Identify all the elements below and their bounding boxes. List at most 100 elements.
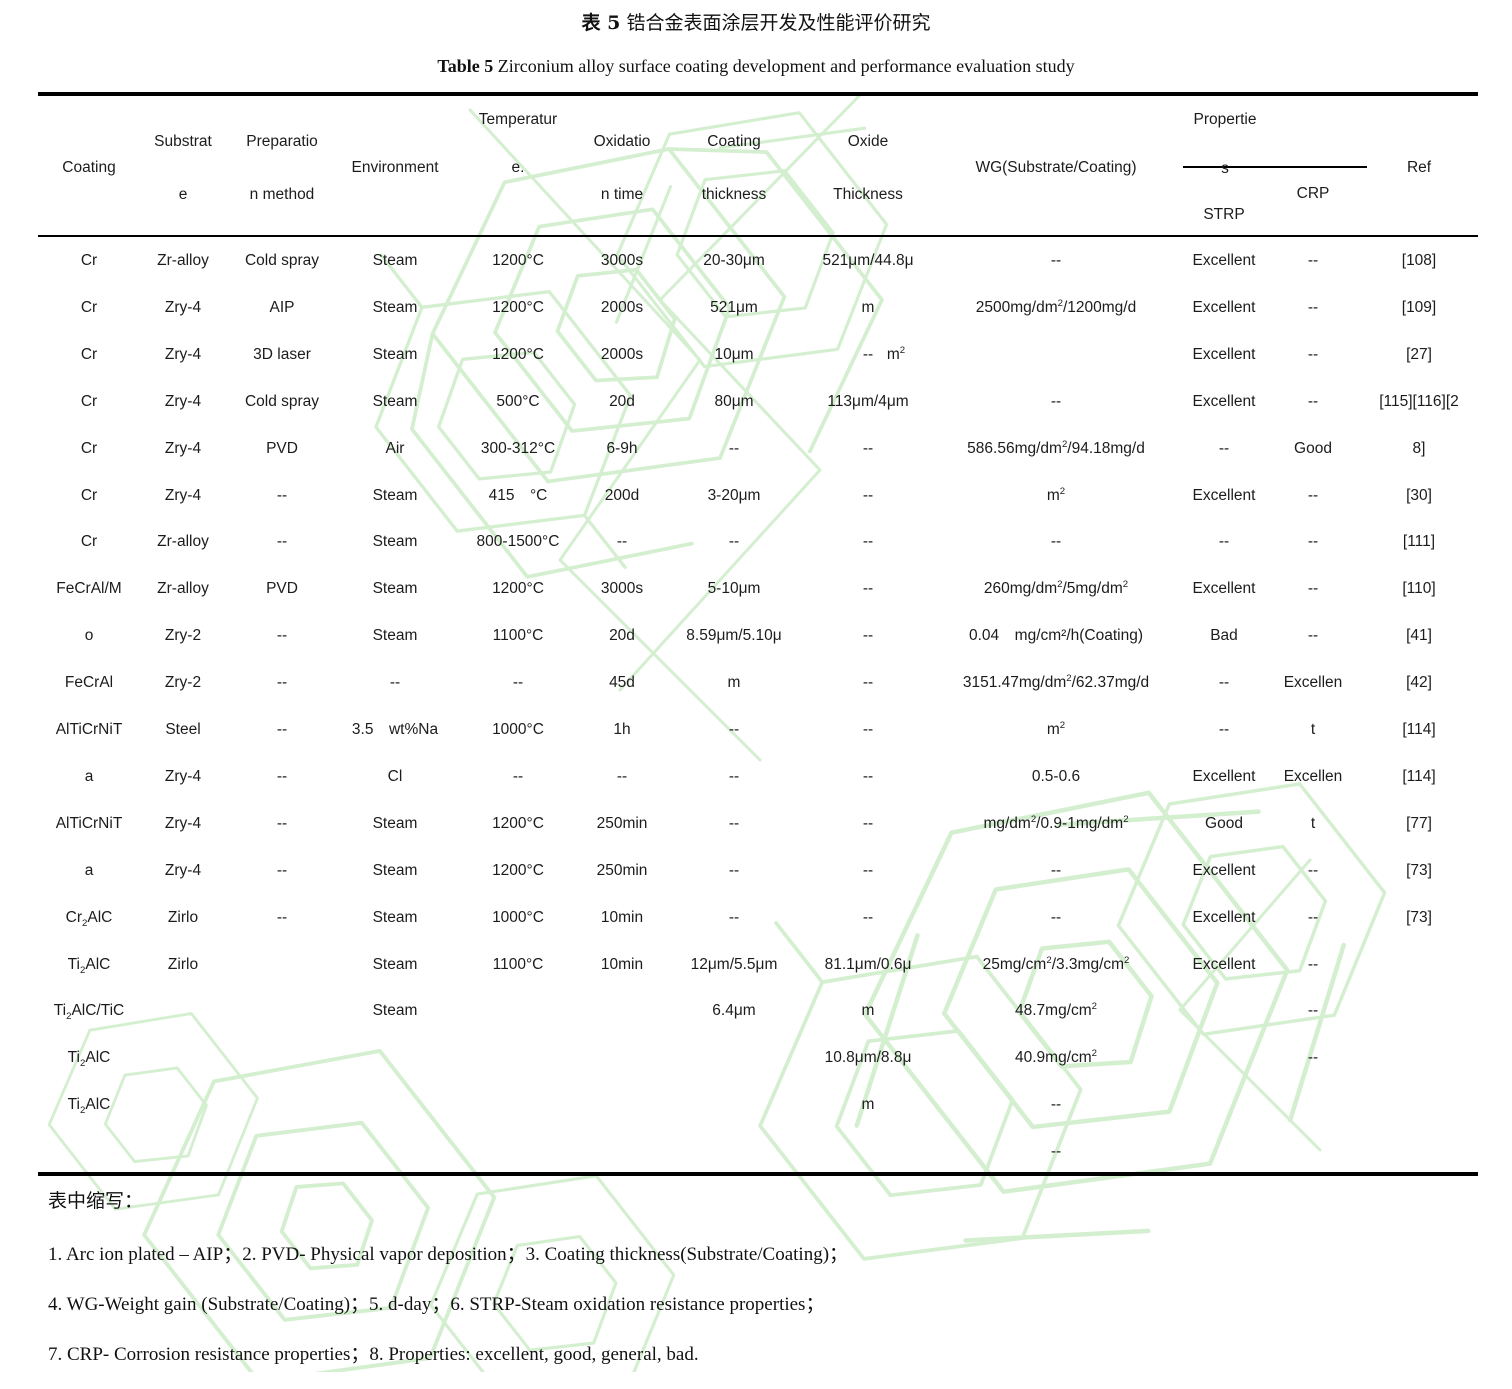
- column-header-oxidation-time-cont: n time: [600, 186, 644, 203]
- cell-oxidation-time: 10min: [600, 956, 644, 973]
- cell-strp: Excellent: [1192, 393, 1256, 410]
- cell-strp: --: [1218, 721, 1230, 738]
- cell-strp: Excellent: [1192, 487, 1256, 504]
- cell-weight-gain: --: [1050, 533, 1062, 550]
- cell-weight-gain: --: [1050, 909, 1062, 926]
- cell-coating: a: [84, 768, 94, 785]
- cell-oxide-thickness: --: [862, 346, 874, 363]
- cell-strp: --: [1218, 674, 1230, 691]
- cell-strp: Excellent: [1192, 252, 1256, 269]
- column-header-coating-thickness: Coating: [707, 133, 761, 150]
- cell-coating-thickness: --: [728, 909, 740, 926]
- cell-strp: Excellent: [1192, 299, 1256, 316]
- cell-coating: Cr: [80, 487, 98, 504]
- cell-oxide-thickness: --: [862, 533, 874, 550]
- column-header-oxidation-time: Oxidatio: [593, 133, 651, 150]
- cell-temperature: 1000°C: [492, 909, 544, 926]
- cell-weight-gain: --: [1050, 862, 1062, 879]
- cell-crp: t: [1310, 815, 1316, 832]
- cell-oxidation-time: 200d: [604, 487, 640, 504]
- cell-strp: Excellent: [1192, 862, 1256, 879]
- cell-weight-gain: --: [1050, 1143, 1062, 1160]
- column-header-oxide-thickness: Oxide: [847, 133, 889, 150]
- cell-substrate: Zry-4: [164, 487, 202, 504]
- cell-coating: Cr: [80, 533, 98, 550]
- cell-oxidation-time: 3000s: [600, 252, 644, 269]
- cell-preparation-method: Cold spray: [244, 393, 320, 410]
- cell-coating: AlTiCrNiT: [55, 721, 123, 738]
- cell-temperature: 300-312°C: [480, 440, 556, 457]
- cell-temperature: 1100°C: [492, 956, 544, 973]
- cell-ref: [73]: [1406, 862, 1432, 879]
- cell-substrate: Zry-4: [164, 393, 202, 410]
- cell-crp: --: [1307, 299, 1319, 316]
- cell-coating: Cr: [80, 252, 98, 269]
- footnote-heading: 表中缩写：: [48, 1191, 144, 1212]
- cell-environment: Air: [385, 440, 405, 457]
- cell-environment: Steam: [372, 1002, 418, 1019]
- cell-weight-gain: --: [1050, 1096, 1062, 1113]
- cell-temperature: 415 °C: [488, 487, 548, 504]
- cell-ref: [114]: [1402, 768, 1436, 785]
- cell-coating-thickness: 521μm: [710, 299, 758, 316]
- cell-temperature: 1100°C: [492, 627, 544, 644]
- cell-crp: --: [1307, 393, 1319, 410]
- cell-environment: Steam: [372, 346, 418, 363]
- cell-ref: [42]: [1406, 674, 1432, 691]
- cell-weight-gain: m2: [1046, 719, 1066, 738]
- cell-temperature: 500°C: [496, 393, 540, 410]
- cell-preparation-method: --: [276, 909, 288, 926]
- cell-ref: [110]: [1402, 580, 1436, 597]
- cell-crp: --: [1307, 487, 1319, 504]
- cell-oxidation-time: 6-9h: [606, 440, 638, 457]
- column-header-preparation-method: Preparatio: [246, 133, 318, 150]
- cell-strp: Excellent: [1192, 768, 1256, 785]
- cell-substrate: Zry-4: [164, 768, 202, 785]
- table-title-english: Table 5 Zirconium alloy surface coating …: [0, 56, 1512, 77]
- cell-coating: a: [84, 862, 94, 879]
- cell-coating-thickness: 6.4μm: [712, 1002, 756, 1019]
- cell-environment: Cl: [387, 768, 403, 785]
- cell-environment: Steam: [372, 252, 418, 269]
- cell-weight-gain: --: [1050, 252, 1062, 269]
- cell-strp: Bad: [1210, 627, 1238, 644]
- cell-oxide-thickness: --: [862, 909, 874, 926]
- cell-substrate: Zr-alloy: [157, 580, 209, 597]
- cell-temperature: 1200°C: [492, 299, 544, 316]
- cell-oxide-thickness: --: [862, 627, 874, 644]
- cell-ref: [41]: [1406, 627, 1432, 644]
- cell-strp: Excellent: [1192, 580, 1256, 597]
- cell-ref: [109]: [1401, 299, 1437, 316]
- cell-coating: Cr: [80, 440, 98, 457]
- cell-oxide-thickness: --: [862, 815, 874, 832]
- table-rule-bottom: [38, 1172, 1478, 1176]
- table-title-english-text: Zirconium alloy surface coating developm…: [497, 56, 1075, 76]
- cell-crp: --: [1307, 1002, 1319, 1019]
- column-header-strp: STRP: [1203, 206, 1245, 223]
- column-header-coating: Coating: [62, 159, 116, 176]
- cell-oxidation-time: 250min: [596, 862, 648, 879]
- cell-weight-gain: 48.7mg/cm2: [1014, 1000, 1098, 1019]
- cell-preparation-method: 3D laser: [253, 346, 311, 363]
- cell-preparation-method: --: [276, 533, 288, 550]
- cell-preparation-method: PVD: [266, 580, 298, 597]
- cell-coating-thickness: m: [727, 674, 741, 691]
- cell-preparation-method: --: [276, 815, 288, 832]
- cell-environment: Steam: [372, 533, 418, 550]
- cell-coating: Cr2AlC: [65, 909, 113, 930]
- footnote-line-2: 4. WG-Weight gain (Substrate/Coating)；5.…: [48, 1294, 825, 1315]
- cell-crp: Excellen: [1283, 768, 1343, 785]
- cell-environment: Steam: [372, 956, 418, 973]
- cell-weight-gain: 260mg/dm2/5mg/dm2: [983, 578, 1129, 597]
- cell-oxide-thickness: m: [861, 299, 875, 316]
- cell-substrate: Zirlo: [167, 909, 199, 926]
- cell-crp: --: [1307, 533, 1319, 550]
- cell-weight-gain: --: [1050, 393, 1062, 410]
- cell-weight-gain: 25mg/cm2/3.3mg/cm2: [982, 954, 1130, 973]
- cell-substrate: Zirlo: [167, 956, 199, 973]
- cell-oxide-thickness: 10.8μm/8.8μ: [824, 1049, 912, 1066]
- cell-crp: --: [1307, 909, 1319, 926]
- column-header-substrate: Substrat: [154, 133, 212, 150]
- cell-oxide-thickness: 81.1μm/0.6μ: [824, 956, 912, 973]
